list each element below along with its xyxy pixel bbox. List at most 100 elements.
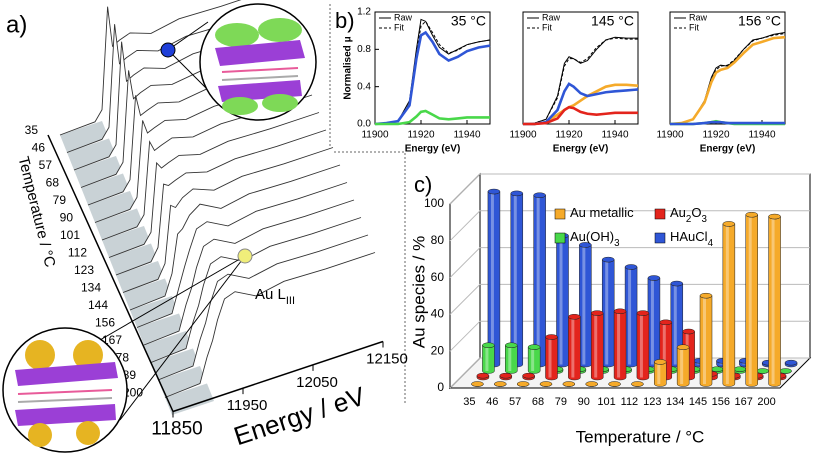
y-tick-label: 0.0 bbox=[357, 119, 371, 130]
baseline-shade bbox=[88, 191, 137, 223]
temperature-label: 46 bbox=[32, 141, 46, 155]
bar-top bbox=[499, 372, 513, 379]
bar-highlight bbox=[748, 214, 752, 384]
bar bbox=[784, 359, 798, 368]
bar-top bbox=[682, 328, 695, 335]
component-line bbox=[523, 82, 639, 126]
baseline-shade bbox=[74, 156, 123, 188]
x-tick-label: 11900 bbox=[656, 130, 684, 141]
bar-top bbox=[533, 192, 546, 198]
baseline-shade bbox=[102, 226, 151, 258]
spectrum-line bbox=[101, 94, 313, 241]
bar bbox=[568, 314, 581, 381]
bar-highlight bbox=[582, 244, 586, 365]
x-axis-title: Energy (eV) bbox=[553, 144, 609, 155]
spectrum-line bbox=[143, 199, 355, 346]
legend-label: Fit bbox=[394, 22, 404, 32]
bar-top bbox=[768, 213, 781, 220]
bar-top bbox=[659, 319, 673, 326]
x-tick-label: 200 bbox=[757, 396, 775, 408]
bar-highlight bbox=[513, 193, 517, 365]
x-tick-label: 11920 bbox=[555, 130, 583, 141]
bar bbox=[756, 368, 769, 374]
bar-top bbox=[722, 221, 736, 227]
x-tick-label: 11940 bbox=[748, 130, 776, 141]
x-tick-label: 68 bbox=[532, 396, 544, 408]
bar-highlight bbox=[559, 235, 563, 365]
edge-annotation: Au LIII bbox=[255, 286, 295, 307]
x-tick-label: 112 bbox=[621, 396, 639, 408]
bar bbox=[699, 292, 713, 387]
grid-line bbox=[449, 173, 810, 205]
component-line bbox=[374, 30, 491, 126]
x-tick-label: 134 bbox=[666, 396, 684, 408]
bar-highlight bbox=[771, 216, 775, 384]
spectrum-line bbox=[150, 217, 362, 363]
bar-highlight bbox=[617, 311, 621, 378]
x-tick-label: 11900 bbox=[361, 130, 389, 141]
bar-top bbox=[494, 381, 507, 387]
baseline-shade bbox=[95, 208, 144, 240]
bar-top bbox=[676, 344, 690, 350]
bar-top bbox=[562, 381, 576, 387]
bar-top bbox=[476, 372, 490, 379]
data-line bbox=[522, 37, 638, 125]
bar-top bbox=[516, 381, 530, 387]
bar-highlight bbox=[680, 347, 684, 384]
bar bbox=[482, 342, 495, 374]
x-tick-label: 46 bbox=[486, 396, 498, 408]
temperature-label: 123 bbox=[74, 263, 94, 277]
y-axis-title: Au species / % bbox=[409, 236, 428, 348]
bar-highlight bbox=[650, 278, 654, 365]
bar-top bbox=[568, 314, 581, 320]
temperature-label: 79 bbox=[53, 193, 67, 207]
bar bbox=[590, 310, 604, 381]
y-tick-label: 0.4 bbox=[357, 81, 371, 92]
bar bbox=[636, 310, 650, 381]
bar-highlight bbox=[485, 345, 489, 371]
x-tick-label: 123 bbox=[643, 396, 661, 408]
bar-highlight bbox=[531, 347, 535, 371]
bar bbox=[562, 381, 576, 387]
temperature-label: 156 bbox=[95, 316, 115, 330]
bar-top bbox=[670, 280, 684, 287]
data-line bbox=[669, 32, 786, 125]
temperature-label: 134 bbox=[81, 281, 101, 295]
y-axis-title: Normalised μ bbox=[343, 36, 354, 99]
bar-highlight bbox=[628, 266, 632, 365]
structure-inset-top bbox=[160, 3, 317, 121]
baseline-shade bbox=[60, 121, 109, 153]
x-tick-label: 11920 bbox=[407, 130, 435, 141]
bar bbox=[779, 368, 792, 374]
y-tick-label: 1.2 bbox=[357, 7, 371, 18]
curve-occluder bbox=[165, 252, 375, 398]
bar bbox=[722, 221, 736, 387]
x-tick-label: 11900 bbox=[509, 130, 537, 141]
bar-highlight bbox=[662, 322, 666, 378]
component-line bbox=[670, 120, 785, 126]
edge-annotation-subscript: III bbox=[286, 295, 295, 307]
baseline-shade bbox=[81, 173, 130, 205]
legend-label: Raw bbox=[689, 12, 708, 22]
y-tick-label: 40 bbox=[431, 307, 445, 321]
bar bbox=[533, 192, 546, 368]
bar bbox=[476, 372, 490, 381]
bar-top bbox=[624, 264, 638, 270]
legend-label: HAuCl4 bbox=[670, 229, 714, 249]
bar-top bbox=[756, 368, 769, 374]
bar bbox=[768, 213, 781, 387]
legend-label: Au metallic bbox=[570, 205, 634, 220]
baseline-shade bbox=[116, 261, 165, 293]
bar-top bbox=[613, 308, 627, 315]
bar bbox=[510, 190, 524, 368]
y-tick-label: 100 bbox=[424, 196, 444, 210]
legend-label: Raw bbox=[542, 12, 561, 22]
panel-separator bbox=[329, 4, 406, 405]
bar bbox=[505, 342, 518, 374]
y-axis bbox=[47, 134, 174, 412]
baseline-shade bbox=[144, 331, 193, 363]
legend-swatch bbox=[554, 208, 566, 220]
bar bbox=[545, 334, 558, 381]
spectrum-line bbox=[157, 234, 369, 381]
